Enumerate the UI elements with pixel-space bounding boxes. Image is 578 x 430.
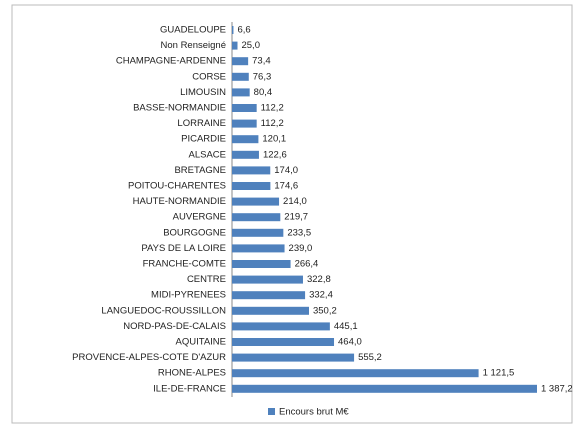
category-label: LANGUEDOC-ROUSSILLON bbox=[101, 305, 226, 316]
bar bbox=[232, 291, 306, 300]
bar bbox=[232, 353, 355, 362]
value-label: 239,0 bbox=[289, 243, 313, 254]
category-label: AQUITAINE bbox=[176, 337, 227, 348]
value-label: 1 121,5 bbox=[483, 368, 515, 379]
category-label: BOURGOGNE bbox=[163, 227, 226, 238]
bar bbox=[232, 88, 250, 97]
category-label: PAYS DE LA LOIRE bbox=[141, 243, 226, 254]
category-label: CENTRE bbox=[187, 274, 226, 285]
bar bbox=[232, 26, 234, 34]
bar bbox=[232, 72, 249, 81]
value-label: 73,4 bbox=[252, 56, 270, 67]
legend-swatch bbox=[268, 408, 275, 415]
category-label: HAUTE-NORMANDIE bbox=[133, 196, 226, 207]
bar bbox=[232, 119, 257, 128]
value-label: 25,0 bbox=[241, 40, 260, 51]
value-label: 219,7 bbox=[284, 212, 308, 223]
bar bbox=[232, 228, 284, 237]
bar bbox=[232, 166, 271, 175]
bar bbox=[232, 260, 291, 268]
bar bbox=[232, 57, 249, 66]
bar bbox=[232, 306, 309, 315]
legend-label: Encours brut M€ bbox=[279, 407, 349, 418]
category-label: CHAMPAGNE-ARDENNE bbox=[116, 56, 226, 67]
bar bbox=[232, 244, 285, 253]
chart-frame bbox=[11, 4, 573, 424]
category-label: BASSE-NORMANDIE bbox=[133, 103, 226, 114]
bar bbox=[232, 369, 479, 378]
bar bbox=[232, 182, 271, 190]
bar bbox=[232, 338, 335, 346]
category-label: LORRAINE bbox=[177, 118, 226, 129]
bar bbox=[232, 150, 259, 159]
value-label: 112,2 bbox=[261, 103, 284, 114]
value-label: 214,0 bbox=[283, 196, 307, 207]
category-label: ALSACE bbox=[189, 149, 227, 160]
bar bbox=[232, 104, 257, 112]
value-label: 266,4 bbox=[295, 259, 319, 270]
bar bbox=[232, 322, 330, 331]
value-label: 6,6 bbox=[237, 25, 250, 36]
category-label: AUVERGNE bbox=[173, 212, 226, 223]
category-label: BRETAGNE bbox=[174, 165, 226, 176]
category-label: Non Renseigné bbox=[161, 40, 227, 51]
value-label: 555,2 bbox=[358, 352, 382, 363]
category-label: RHONE-ALPES bbox=[158, 368, 226, 379]
value-label: 80,4 bbox=[254, 87, 273, 98]
category-label: LIMOUSIN bbox=[180, 87, 226, 98]
category-label: POITOU-CHARENTES bbox=[128, 181, 226, 192]
value-label: 233,5 bbox=[287, 227, 311, 238]
value-label: 464,0 bbox=[338, 337, 362, 348]
category-label: GUADELOUPE bbox=[160, 25, 226, 36]
value-label: 1 387,2 bbox=[541, 383, 573, 394]
category-label: MIDI-PYRENEES bbox=[151, 290, 226, 301]
bar bbox=[232, 41, 238, 50]
value-label: 350,2 bbox=[313, 305, 337, 316]
category-label: NORD-PAS-DE-CALAIS bbox=[123, 321, 226, 332]
category-label: ILE-DE-FRANCE bbox=[153, 383, 226, 394]
value-label: 112,2 bbox=[261, 118, 284, 129]
value-label: 120,1 bbox=[262, 134, 286, 145]
value-label: 174,6 bbox=[274, 181, 298, 192]
category-label: PROVENCE-ALPES-COTE D'AZUR bbox=[72, 352, 226, 363]
value-label: 332,4 bbox=[309, 290, 333, 301]
bar bbox=[232, 384, 537, 393]
value-label: 322,8 bbox=[307, 274, 331, 285]
value-label: 445,1 bbox=[334, 321, 358, 332]
bar bbox=[232, 135, 259, 144]
category-label: CORSE bbox=[192, 71, 226, 82]
category-label: FRANCHE-COMTE bbox=[143, 259, 226, 270]
bar bbox=[232, 213, 281, 222]
value-label: 76,3 bbox=[253, 71, 272, 82]
value-label: 122,6 bbox=[263, 149, 287, 160]
bar bbox=[232, 197, 280, 206]
category-label: PICARDIE bbox=[181, 134, 226, 145]
value-label: 174,0 bbox=[274, 165, 298, 176]
bar bbox=[232, 275, 303, 284]
